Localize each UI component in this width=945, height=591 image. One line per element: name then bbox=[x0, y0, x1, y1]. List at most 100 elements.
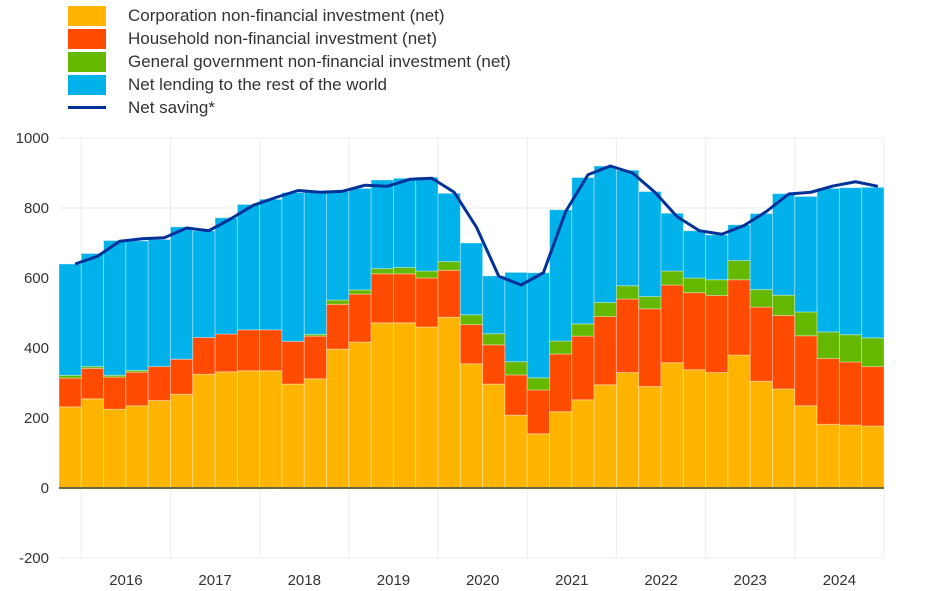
legend-swatch-saving bbox=[68, 106, 106, 109]
x-tick-label: 2018 bbox=[288, 572, 321, 589]
legend-item-household: Household non-financial investment (net) bbox=[68, 27, 511, 50]
bar-household bbox=[415, 277, 439, 328]
bar-household bbox=[772, 314, 796, 390]
bar-lending bbox=[593, 165, 617, 303]
bar-household bbox=[125, 371, 149, 407]
x-tick-label: 2023 bbox=[734, 572, 767, 589]
bar-household bbox=[326, 303, 350, 350]
bar-gov bbox=[504, 361, 528, 376]
bar-gov bbox=[615, 285, 640, 300]
bar-household bbox=[192, 337, 216, 375]
bar-corp bbox=[281, 383, 305, 489]
legend-label: General government non-financial investm… bbox=[128, 51, 511, 71]
bar-lending bbox=[326, 191, 350, 301]
legend-swatch-gov bbox=[68, 51, 106, 72]
y-tick-label: 200 bbox=[24, 410, 49, 427]
bar-lending bbox=[705, 234, 729, 281]
bar-corp bbox=[816, 423, 840, 489]
bar-gov bbox=[326, 299, 350, 305]
bar-corp bbox=[147, 400, 171, 489]
bar-corp bbox=[169, 393, 194, 489]
bar-corp bbox=[103, 408, 127, 489]
bar-gov bbox=[392, 267, 417, 275]
legend: Corporation non-financial investment (ne… bbox=[68, 4, 511, 119]
bar-lending bbox=[838, 187, 863, 336]
legend-label: Net saving* bbox=[128, 97, 215, 117]
x-tick-label: 2017 bbox=[198, 572, 231, 589]
legend-item-gov: General government non-financial investm… bbox=[68, 50, 511, 73]
bar-lending bbox=[58, 263, 82, 376]
bar-lending bbox=[638, 191, 662, 298]
bar-household bbox=[504, 374, 528, 416]
bar-corp bbox=[794, 405, 818, 489]
bar-household bbox=[169, 358, 194, 395]
bar-corp bbox=[838, 424, 863, 489]
bar-lending bbox=[504, 271, 528, 363]
bar-gov bbox=[772, 294, 796, 316]
bar-household bbox=[370, 273, 394, 324]
bar-household bbox=[236, 329, 261, 372]
bar-lending bbox=[303, 191, 328, 335]
bar-lending bbox=[615, 169, 640, 287]
bar-household bbox=[794, 335, 818, 407]
bar-lending bbox=[415, 176, 439, 272]
bar-corp bbox=[415, 326, 439, 489]
bar-lending bbox=[794, 195, 818, 313]
bar-corp bbox=[705, 372, 729, 489]
bar-household bbox=[682, 292, 707, 371]
bar-gov bbox=[705, 279, 729, 296]
bar-household bbox=[214, 333, 238, 373]
bar-gov bbox=[638, 296, 662, 310]
bar-corp bbox=[638, 386, 662, 489]
bar-household bbox=[103, 376, 127, 410]
x-tick-label: 2021 bbox=[555, 572, 588, 589]
bar-household bbox=[281, 340, 305, 385]
bar-lending bbox=[459, 242, 484, 316]
legend-swatch-corp bbox=[68, 5, 106, 26]
bar-corp bbox=[192, 373, 216, 489]
bar-lending bbox=[214, 217, 238, 335]
bar-household bbox=[549, 353, 573, 413]
y-tick-label: 0 bbox=[41, 480, 49, 497]
bar-corp bbox=[326, 348, 350, 489]
bar-corp bbox=[571, 399, 595, 489]
bar-household bbox=[838, 361, 863, 426]
bar-household bbox=[348, 293, 372, 343]
bar-household bbox=[861, 366, 885, 427]
bar-gov bbox=[749, 289, 774, 308]
bar-lending bbox=[526, 272, 551, 379]
bar-household bbox=[303, 335, 328, 380]
bar-lending bbox=[571, 177, 595, 325]
bar-corp bbox=[749, 380, 774, 489]
bar-corp bbox=[80, 398, 105, 489]
bar-gov bbox=[348, 289, 372, 295]
bar-lending bbox=[482, 275, 506, 335]
bar-lending bbox=[103, 240, 127, 376]
bar-household bbox=[80, 367, 105, 400]
bar-corp bbox=[214, 371, 238, 489]
bar-gov bbox=[370, 268, 394, 275]
bar-corp bbox=[549, 411, 573, 489]
bar-lending bbox=[392, 177, 417, 268]
bar-lending bbox=[192, 230, 216, 338]
bar-lending bbox=[861, 186, 885, 339]
bar-household bbox=[638, 308, 662, 387]
bar-gov bbox=[861, 337, 885, 368]
bar-lending bbox=[80, 253, 105, 368]
bar-corp bbox=[504, 414, 528, 489]
bar-corp bbox=[727, 354, 751, 489]
bar-corp bbox=[58, 406, 82, 489]
line-net-saving bbox=[74, 164, 879, 287]
x-tick-label: 2022 bbox=[644, 572, 677, 589]
bar-lending bbox=[660, 212, 684, 272]
bar-household bbox=[571, 335, 595, 401]
legend-swatch-lending bbox=[68, 74, 106, 95]
bar-gov bbox=[459, 314, 484, 326]
bar-household bbox=[727, 279, 751, 356]
bar-corp bbox=[682, 369, 707, 489]
bar-corp bbox=[392, 322, 417, 489]
x-tick-label: 2020 bbox=[466, 572, 499, 589]
bar-household bbox=[147, 366, 171, 401]
